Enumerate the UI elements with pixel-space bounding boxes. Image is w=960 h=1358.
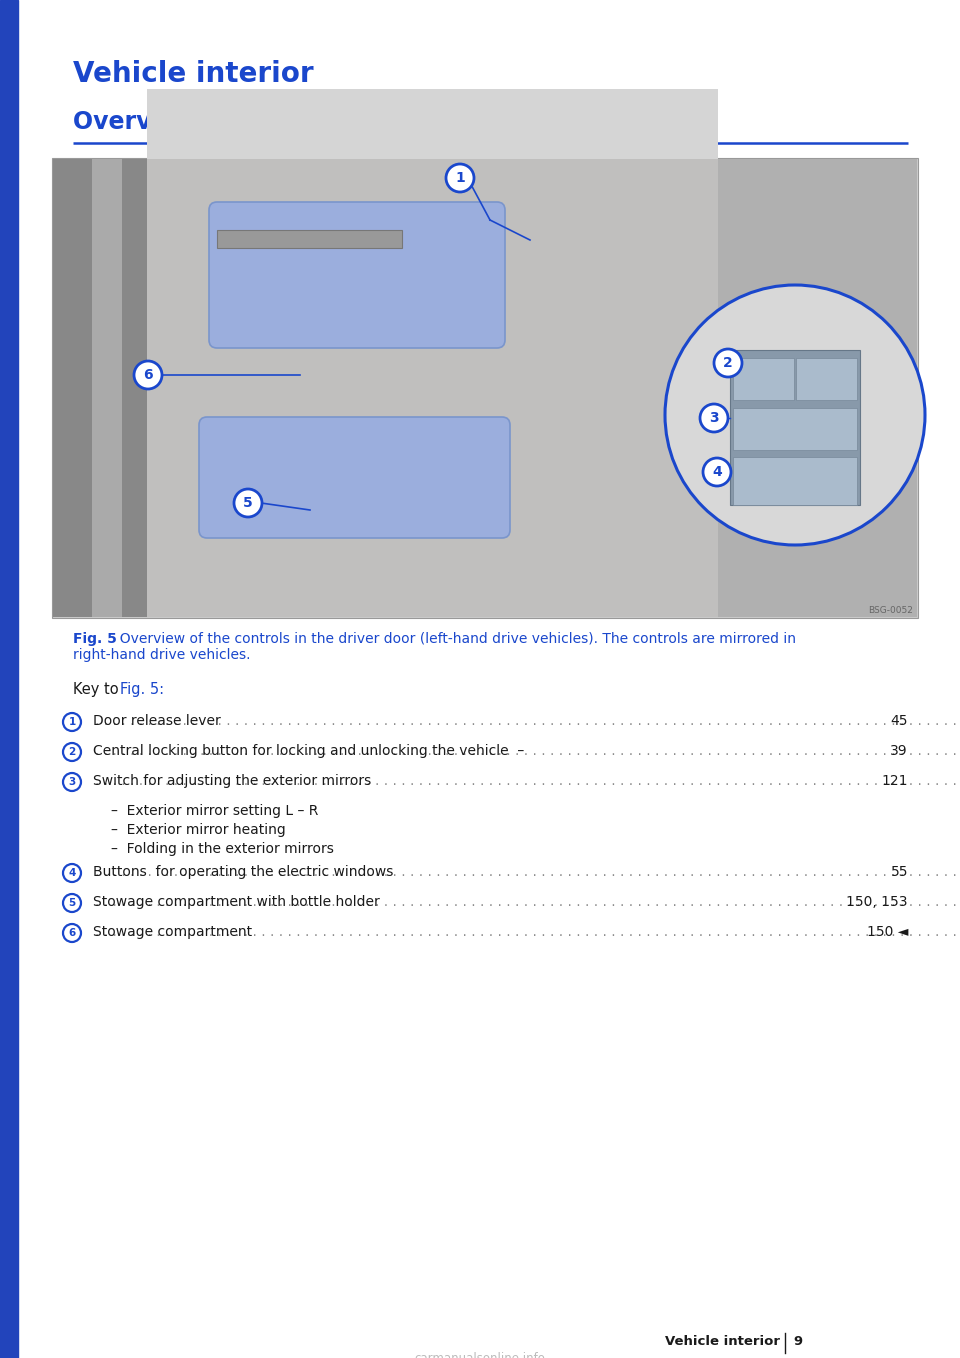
Text: 162.5R1.MBA.20: 162.5R1.MBA.20 [7, 1067, 17, 1153]
Text: 5: 5 [68, 898, 76, 909]
Circle shape [63, 713, 81, 731]
Text: right-hand drive vehicles.: right-hand drive vehicles. [73, 648, 251, 661]
Text: 4: 4 [712, 464, 722, 479]
Circle shape [63, 743, 81, 760]
Text: 45: 45 [891, 714, 908, 728]
Text: –  Exterior mirror setting L – R: – Exterior mirror setting L – R [111, 804, 319, 818]
Text: . . . . . . . . . . . . . . . . . . . . . . . . . . . . . . . . . . . . . . . . : . . . . . . . . . . . . . . . . . . . . … [95, 865, 957, 879]
Text: 1: 1 [68, 717, 76, 727]
Text: 2: 2 [723, 356, 732, 369]
Text: Buttons  for operating the electric windows: Buttons for operating the electric windo… [93, 865, 394, 879]
Text: . . . . . . . . . . . . . . . . . . . . . . . . . . . . . . . . . . . . . . . . : . . . . . . . . . . . . . . . . . . . . … [95, 925, 957, 938]
Circle shape [63, 864, 81, 881]
Text: Key to: Key to [73, 682, 123, 697]
Text: Fig. 5:: Fig. 5: [120, 682, 164, 697]
Text: 5: 5 [243, 496, 252, 511]
Circle shape [63, 923, 81, 942]
Text: 3: 3 [68, 777, 76, 788]
Bar [92, 159, 122, 617]
Text: 150, 153: 150, 153 [847, 895, 908, 909]
Text: . . . . . . . . . . . . . . . . . . . . . . . . . . . . . . . . . . . . . . . . : . . . . . . . . . . . . . . . . . . . . … [95, 744, 957, 758]
Circle shape [134, 361, 162, 388]
Bar [53, 159, 153, 617]
Text: 6: 6 [68, 928, 76, 938]
Circle shape [703, 458, 731, 486]
Text: 2: 2 [68, 747, 76, 756]
Text: 1: 1 [455, 171, 465, 185]
Circle shape [63, 894, 81, 913]
Text: 150 ◄: 150 ◄ [867, 925, 908, 938]
Text: Vehicle interior: Vehicle interior [665, 1335, 780, 1348]
Text: Overview of the controls in the driver door (left-hand drive vehicles). The cont: Overview of the controls in the driver d… [111, 631, 796, 646]
Text: 55: 55 [891, 865, 908, 879]
Text: . . . . . . . . . . . . . . . . . . . . . . . . . . . . . . . . . . . . . . . . : . . . . . . . . . . . . . . . . . . . . … [95, 895, 957, 909]
Text: Stowage compartment: Stowage compartment [93, 925, 252, 938]
Text: . . . . . . . . . . . . . . . . . . . . . . . . . . . . . . . . . . . . . . . . : . . . . . . . . . . . . . . . . . . . . … [95, 714, 957, 728]
Bar [730, 350, 860, 505]
Bar [147, 90, 718, 159]
Text: . . . . . . . . . . . . . . . . . . . . . . . . . . . . . . . . . . . . . . . . : . . . . . . . . . . . . . . . . . . . . … [95, 774, 957, 788]
FancyBboxPatch shape [199, 417, 510, 538]
Circle shape [700, 403, 728, 432]
Text: Overview of the driver door: Overview of the driver door [73, 110, 442, 134]
Text: 3: 3 [709, 411, 719, 425]
Circle shape [714, 349, 742, 378]
Text: Switch for adjusting the exterior mirrors: Switch for adjusting the exterior mirror… [93, 774, 372, 788]
Text: Stowage compartment with bottle holder: Stowage compartment with bottle holder [93, 895, 380, 909]
Text: Door release lever: Door release lever [93, 714, 221, 728]
Text: Central locking button for locking and unlocking the vehicle  –: Central locking button for locking and u… [93, 744, 533, 758]
Bar [217, 230, 402, 249]
Text: Vehicle interior: Vehicle interior [73, 60, 314, 88]
Text: Fig. 5: Fig. 5 [73, 631, 117, 646]
Text: carmanualsonline.info: carmanualsonline.info [415, 1353, 545, 1358]
Text: BSG-0052: BSG-0052 [868, 606, 913, 615]
Circle shape [665, 285, 925, 545]
Bar [147, 159, 718, 617]
FancyBboxPatch shape [209, 202, 505, 348]
Text: 121: 121 [881, 774, 908, 788]
Bar [733, 407, 857, 449]
Text: –  Exterior mirror heating: – Exterior mirror heating [111, 823, 286, 837]
Bar [796, 359, 857, 401]
Text: 4: 4 [68, 868, 76, 879]
Bar [733, 359, 794, 401]
Text: 9: 9 [793, 1335, 803, 1348]
Bar [733, 458, 857, 505]
Bar [52, 158, 918, 618]
Text: 39: 39 [890, 744, 908, 758]
Circle shape [446, 164, 474, 191]
Circle shape [234, 489, 262, 517]
Text: –  Folding in the exterior mirrors: – Folding in the exterior mirrors [111, 842, 334, 856]
Text: 6: 6 [143, 368, 153, 382]
Circle shape [63, 773, 81, 790]
Bar [0, 0, 18, 1358]
Bar [53, 159, 917, 617]
